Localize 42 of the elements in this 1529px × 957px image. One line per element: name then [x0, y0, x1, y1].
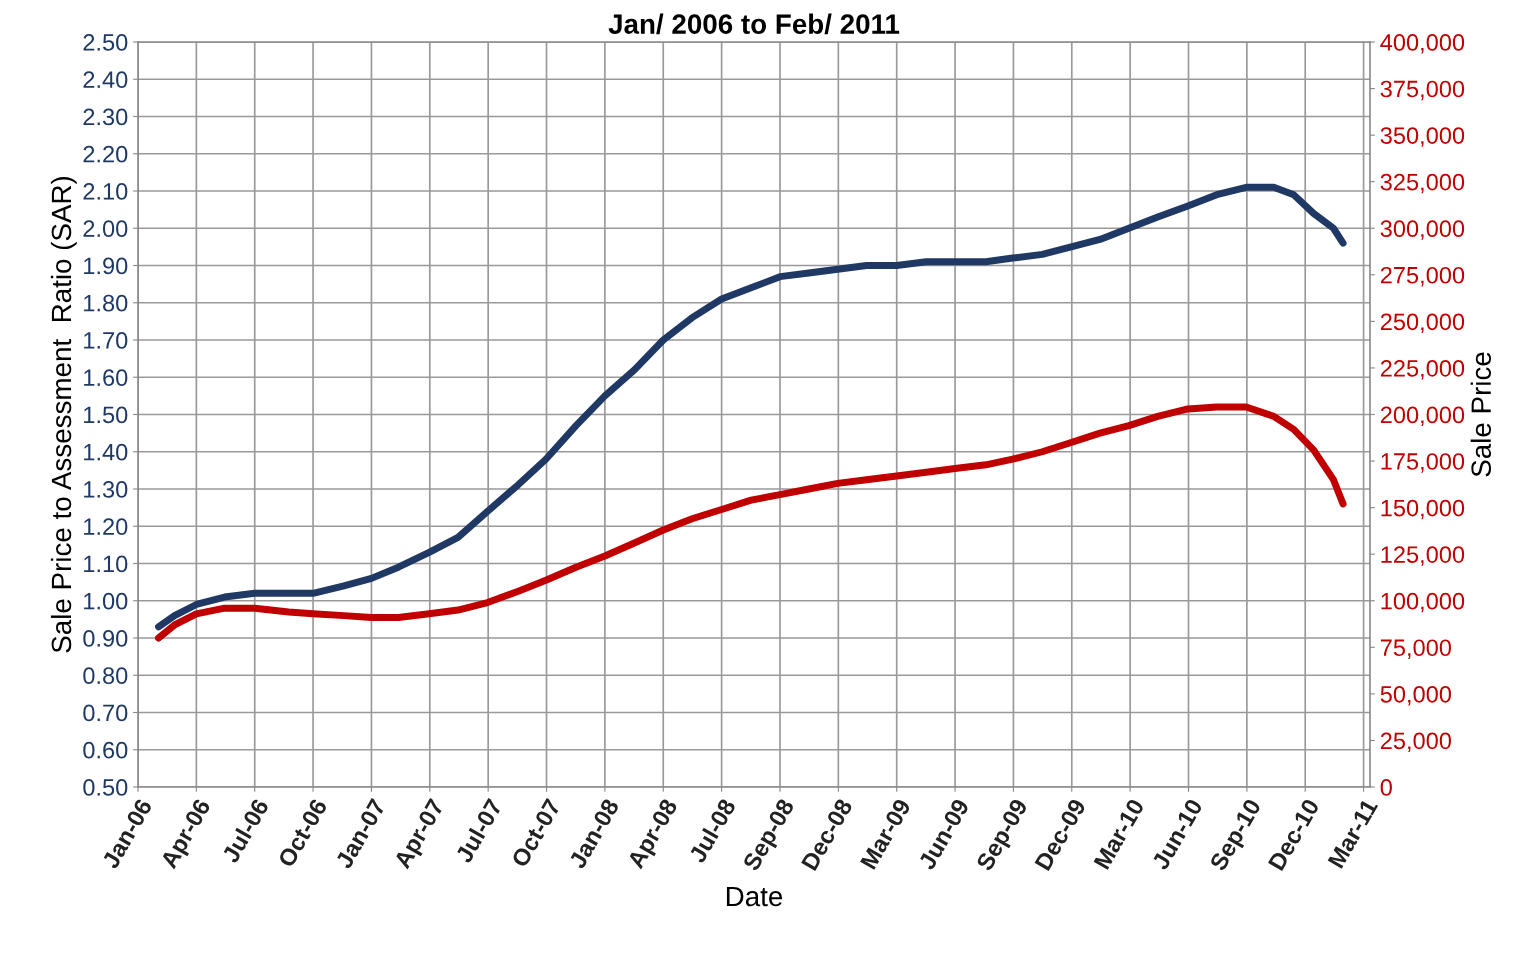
y2-tick-label: 175,000 — [1381, 453, 1465, 473]
y-tick-label: 1.90 — [84, 257, 128, 275]
y2-tick-label: 200,000 — [1380, 406, 1465, 427]
y-tick-label: 2.40 — [83, 71, 128, 89]
y-tick-label: 1.10 — [84, 555, 128, 573]
x-axis-title: Date — [726, 886, 783, 907]
y-tick-label: 0.70 — [83, 704, 128, 722]
y2-tick-label: 225,000 — [1380, 360, 1465, 380]
y2-tick-label: 75,000 — [1380, 639, 1452, 659]
y-tick-label: 2.50 — [83, 34, 128, 51]
y2-tick-label: 0 — [1380, 779, 1392, 796]
y-tick-label: 0.50 — [83, 779, 128, 796]
y2-tick-label: 325,000 — [1380, 173, 1465, 194]
y2-tick-label: 350,000 — [1380, 127, 1465, 147]
y-axis-title: Sale Price to Assessment Ratio (SAR) — [50, 176, 77, 653]
y-tick-label: 1.60 — [84, 369, 128, 387]
y2-tick-label: 375,000 — [1380, 80, 1465, 101]
y-tick-label: 0.90 — [83, 630, 128, 647]
y-tick-label: 2.10 — [83, 183, 128, 200]
y2-axis-title: Sale Price — [1470, 352, 1492, 477]
y-tick-label: 1.20 — [84, 518, 128, 536]
y2-tick-label: 125,000 — [1381, 546, 1465, 566]
y2-tick-label: 250,000 — [1380, 313, 1465, 333]
y-tick-label: 1.50 — [84, 406, 128, 424]
y2-tick-label: 150,000 — [1381, 499, 1465, 520]
y-tick-label: 2.30 — [83, 108, 128, 126]
y-tick-label: 1.80 — [84, 294, 128, 312]
y2-tick-label: 275,000 — [1380, 266, 1465, 287]
y2-tick-label: 100,000 — [1381, 592, 1465, 613]
y-tick-label: 1.40 — [84, 443, 128, 461]
y-tick-label: 0.80 — [83, 667, 128, 685]
y-tick-label: 1.30 — [84, 481, 128, 498]
y-tick-label: 2.20 — [83, 145, 128, 163]
y-tick-label: 1.70 — [84, 332, 128, 349]
y-tick-label: 0.60 — [83, 741, 128, 759]
y-tick-label: 1.00 — [84, 592, 128, 610]
chart-title: Jan/ 2006 to Feb/ 2011 — [608, 13, 900, 35]
y2-tick-label: 25,000 — [1380, 732, 1452, 753]
y2-tick-label: 300,000 — [1380, 220, 1465, 240]
y2-tick-label: 400,000 — [1380, 34, 1465, 54]
y2-tick-label: 50,000 — [1380, 685, 1452, 706]
y-tick-label: 2.00 — [83, 220, 128, 238]
